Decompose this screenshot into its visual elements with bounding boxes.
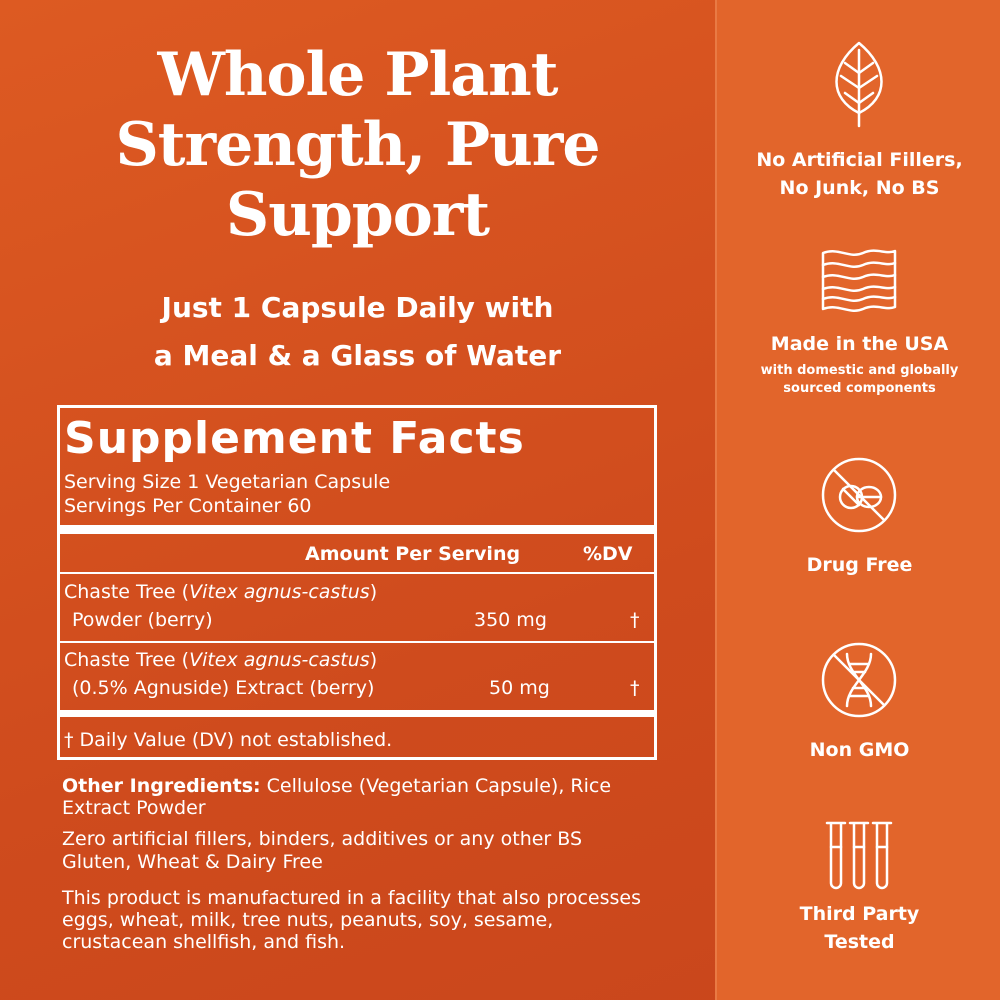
row-dv: † — [630, 609, 640, 631]
note: Gluten, Wheat & Dairy Free — [62, 851, 323, 873]
rule — [60, 641, 654, 643]
note: This product is manufactured in a facili… — [62, 887, 641, 953]
column-dv: %DV — [583, 543, 633, 565]
drug-free-icon — [821, 457, 897, 533]
facts-title: Supplement Facts — [64, 413, 525, 464]
text: Chaste Tree ( — [64, 581, 190, 603]
badge-label: Non GMO — [717, 736, 1000, 764]
badge-label: Drug Free — [717, 551, 1000, 579]
badge-label: No Artificial Fillers, No Junk, No BS — [717, 146, 1000, 202]
badge-sub: with domestic and globally sourced compon… — [717, 362, 1000, 398]
non-gmo-icon — [821, 642, 897, 718]
row-dv: † — [630, 677, 640, 699]
text: Vitex agnus-castus — [189, 649, 370, 671]
text: Chaste Tree ( — [64, 649, 190, 671]
subtitle-line: Just 1 Capsule Daily with — [161, 291, 554, 324]
title-line: Support — [225, 180, 490, 250]
thick-rule — [60, 525, 654, 534]
thick-rule — [60, 710, 654, 717]
line: Tested — [824, 931, 895, 953]
row-detail: (0.5% Agnuside) Extract (berry) — [72, 677, 375, 699]
note: Zero artificial fillers, binders, additi… — [62, 828, 583, 850]
test-tubes-icon — [825, 821, 893, 890]
text: ) — [369, 649, 378, 671]
text: ) — [369, 581, 378, 603]
serving-size: Serving Size 1 Vegetarian Capsule — [64, 471, 391, 493]
subtitle-line: a Meal & a Glass of Water — [153, 339, 562, 372]
line: No Junk, No BS — [779, 177, 940, 199]
row-name: Chaste Tree (Vitex agnus-castus) — [64, 648, 377, 672]
supplement-facts: Supplement Facts Serving Size 1 Vegetari… — [57, 405, 657, 760]
line: with domestic and globally — [760, 363, 959, 378]
row-amount: 350 mg — [474, 609, 547, 631]
line: sourced components — [783, 381, 936, 396]
text: Vitex agnus-castus — [189, 581, 370, 603]
other-ingredients: Other Ingredients: Cellulose (Vegetarian… — [62, 775, 662, 819]
label: Other Ingredients: — [62, 775, 261, 797]
badge-label: Made in the USA — [717, 330, 1000, 358]
line: Made in the USA — [770, 333, 949, 355]
line: Non GMO — [809, 739, 910, 761]
flag-icon — [821, 249, 897, 312]
line: No Artificial Fillers, — [756, 149, 963, 171]
row-detail: Powder (berry) — [72, 609, 213, 631]
row-name: Chaste Tree (Vitex agnus-castus) — [64, 580, 377, 604]
text: Cellulose (Vegetarian Capsule), Rice Ext… — [62, 775, 612, 819]
title-line: Strength, Pure — [115, 110, 600, 180]
line: Third Party — [799, 903, 920, 925]
row-amount: 50 mg — [489, 677, 550, 699]
rule — [60, 572, 654, 574]
badge-panel: No Artificial Fillers, No Junk, No BS Mad… — [715, 0, 1000, 1000]
badge-label: Third Party Tested — [717, 900, 1000, 956]
leaf-icon — [835, 41, 883, 128]
title-line: Whole Plant — [157, 40, 558, 110]
column-amount: Amount Per Serving — [305, 543, 521, 565]
subtitle: Just 1 Capsule Daily with a Meal & a Gla… — [20, 284, 695, 380]
footnote: † Daily Value (DV) not established. — [64, 729, 393, 751]
title: Whole Plant Strength, Pure Support — [20, 40, 695, 250]
servings-per-container: Servings Per Container 60 — [64, 495, 312, 517]
line: Drug Free — [806, 554, 913, 576]
